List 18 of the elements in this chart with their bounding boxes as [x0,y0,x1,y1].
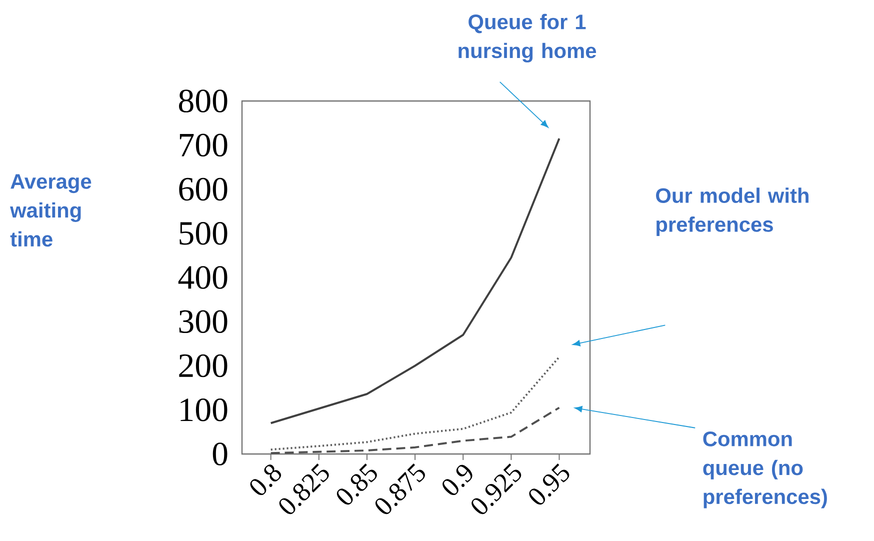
x-tick-label: 0.8 [250,464,282,496]
x-tick-label: 0.95 [529,464,570,505]
x-tick-label: 0.85 [336,464,377,505]
y-axis-title: Average waiting time [10,174,92,247]
x-tick-label: 0.9 [442,464,472,496]
text: Queue for 1 nursing home [458,14,596,62]
y-tick-label: 500 [180,222,228,245]
y-tick-label: 300 [179,310,228,334]
y-tick-label: 100 [180,398,228,422]
text: Our model with preferences [656,188,808,236]
y-tick-label: 700 [180,134,228,157]
line-series [270,356,560,451]
y-tick-label: 400 [178,266,228,289]
y-tick-label: 800 [179,90,228,112]
y-tick-label: 200 [179,354,228,378]
y-tick-label: 0 [212,442,228,466]
text: Common queue (no preferences) [703,432,827,508]
y-tick-label: 600 [179,178,228,201]
